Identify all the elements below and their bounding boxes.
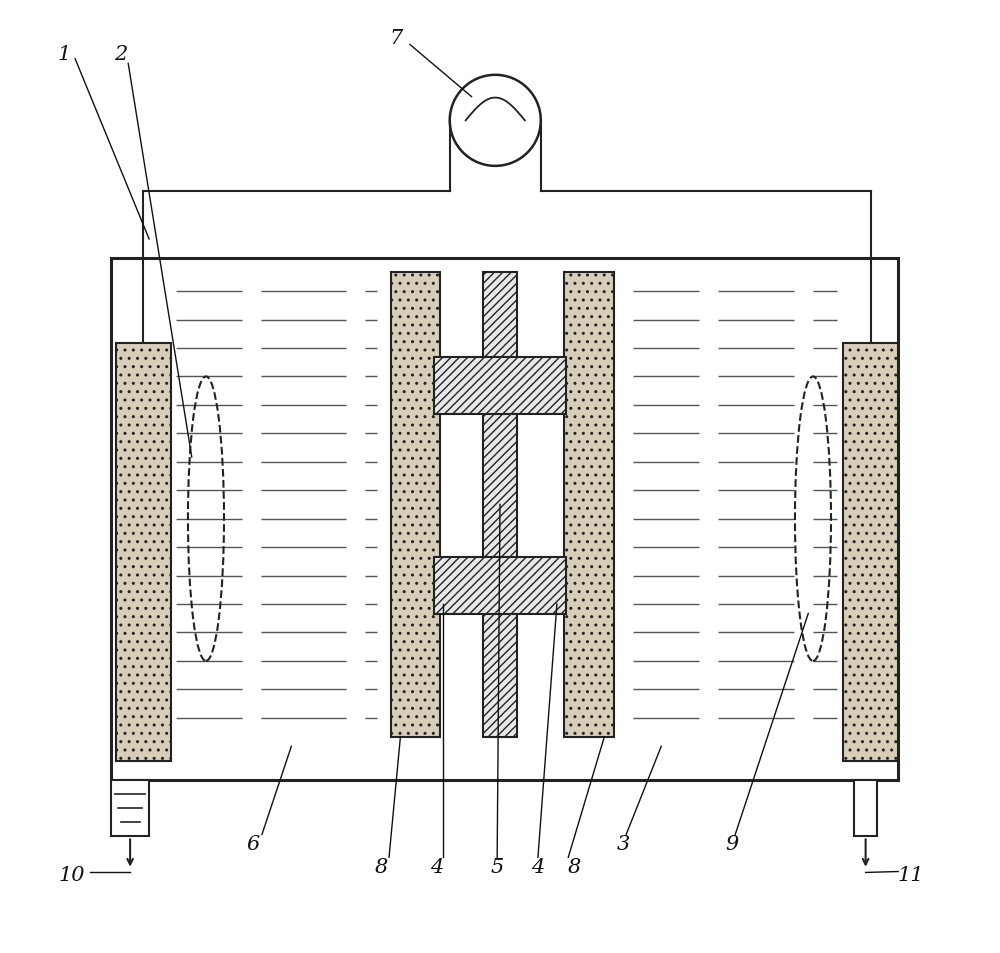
Text: 7: 7 (389, 30, 402, 49)
Text: 3: 3 (617, 835, 630, 854)
Text: 4: 4 (430, 858, 443, 877)
Text: 8: 8 (567, 858, 581, 877)
Text: 10: 10 (58, 865, 85, 884)
Bar (434, 558, 566, 614)
Text: 6: 6 (247, 835, 260, 854)
Bar (483, 273, 517, 737)
Text: 4: 4 (531, 858, 545, 877)
Bar (564, 273, 614, 737)
Bar (111, 780, 149, 837)
Text: 9: 9 (726, 835, 739, 854)
Bar (391, 273, 440, 737)
Bar (434, 358, 566, 415)
Text: 2: 2 (114, 46, 127, 65)
Text: 5: 5 (491, 858, 504, 877)
Text: 8: 8 (375, 858, 388, 877)
Text: 11: 11 (897, 865, 924, 884)
Text: 1: 1 (57, 46, 70, 65)
Bar (116, 344, 171, 760)
Bar (854, 780, 877, 837)
Bar (843, 344, 898, 760)
Bar (111, 258, 898, 780)
